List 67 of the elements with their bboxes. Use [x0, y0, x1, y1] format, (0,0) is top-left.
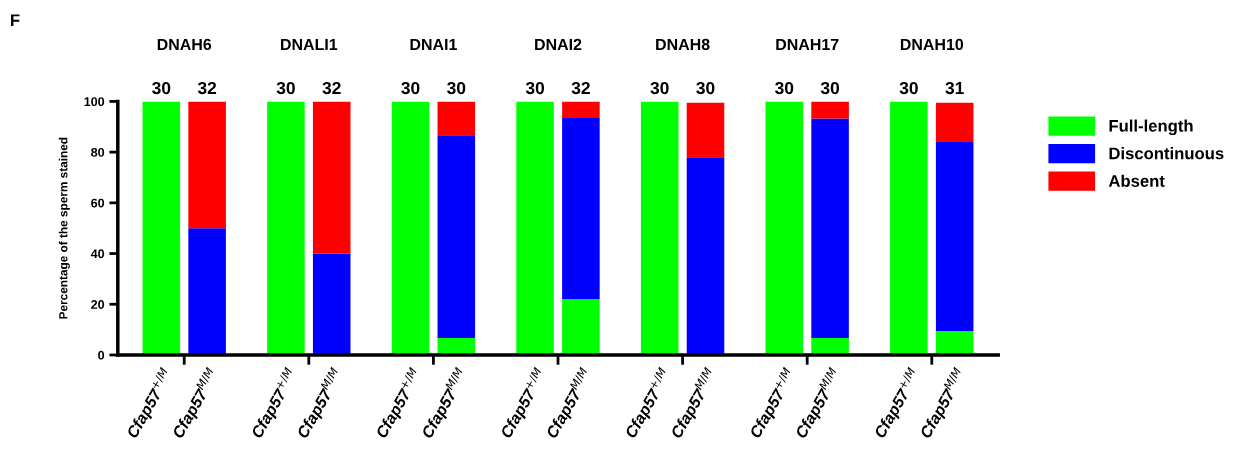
text: 31: [945, 81, 964, 95]
bar: [765, 101, 804, 355]
x-tick-label: Cfap57$^{+/M}$: [624, 366, 667, 439]
bar: [686, 157, 725, 355]
bar: [562, 101, 600, 118]
bar: [312, 101, 351, 254]
bar: [516, 101, 554, 355]
x-tick-label: Cfap57$^{M/M}$: [293, 366, 347, 441]
legend-label: Discontinuous: [1109, 147, 1224, 160]
text: 30: [447, 81, 466, 95]
text: 30: [276, 81, 295, 95]
bar: [312, 253, 351, 355]
text: 30: [401, 81, 420, 95]
text: 30: [525, 81, 545, 95]
text: DNAH17: [776, 38, 839, 50]
y-tick-label: 60: [91, 198, 105, 208]
x-tick-label: Cfap57$^{M/M}$: [792, 366, 845, 441]
text: DNAI2: [535, 38, 582, 50]
bar: [267, 101, 305, 355]
legend-label: Absent: [1108, 174, 1165, 187]
bar: [811, 118, 849, 338]
bar: [890, 101, 928, 355]
y-tick-label: 80: [91, 147, 105, 157]
text: 30: [775, 81, 794, 95]
bar: [142, 101, 181, 355]
bar: [562, 117, 600, 300]
x-tick-label: Cfap57$^{M/M}$: [667, 366, 721, 441]
x-tick-label: Cfap57$^{+/M}$: [126, 366, 168, 439]
x-tick-label: Cfap57$^{+/M}$: [499, 366, 542, 439]
text: 30: [899, 81, 918, 95]
bar: [188, 228, 226, 355]
text: DNAH6: [157, 38, 212, 51]
y-tick-label: 100: [84, 97, 105, 107]
bar: [437, 101, 476, 136]
text: DNALI1: [281, 38, 338, 50]
bar: [437, 135, 476, 338]
text: DNAH10: [900, 38, 964, 51]
x-tick-label: Cfap57$^{M/M}$: [542, 366, 596, 441]
x-tick-label: Cfap57$^{+/M}$: [250, 366, 293, 439]
x-tick-label: Cfap57$^{M/M}$: [418, 366, 472, 441]
y-tick-label: 0: [98, 350, 105, 360]
bar: [811, 101, 849, 119]
text: F: [11, 14, 20, 26]
text: DNAH8: [656, 38, 710, 51]
y-tick-label: 20: [91, 300, 105, 309]
text: 30: [650, 81, 669, 95]
x-tick-label: Cfap57$^{+/M}$: [749, 366, 791, 439]
text: 30: [820, 81, 840, 95]
text: DNAI1: [410, 38, 457, 50]
bar: [188, 101, 226, 229]
bar: [686, 102, 725, 158]
x-tick-label: Cfap57$^{+/M}$: [873, 366, 916, 439]
x-tick-label: Cfap57$^{M/M}$: [169, 366, 222, 441]
text: 30: [152, 81, 171, 95]
legend-label: Full-length: [1109, 119, 1193, 136]
text: 32: [571, 81, 590, 95]
bar: [935, 102, 974, 142]
text: 32: [322, 81, 341, 95]
bar: [935, 141, 974, 331]
bar: [640, 101, 679, 355]
y-tick-label: 40: [90, 249, 105, 259]
x-tick-label: Cfap57$^{+/M}$: [375, 366, 418, 439]
y-axis-title: Percentage of the sperm stained: [58, 137, 70, 319]
text: 30: [696, 81, 715, 95]
text: 32: [197, 81, 217, 95]
x-tick-label: Cfap57$^{M/M}$: [916, 366, 970, 441]
bar: [391, 101, 430, 355]
